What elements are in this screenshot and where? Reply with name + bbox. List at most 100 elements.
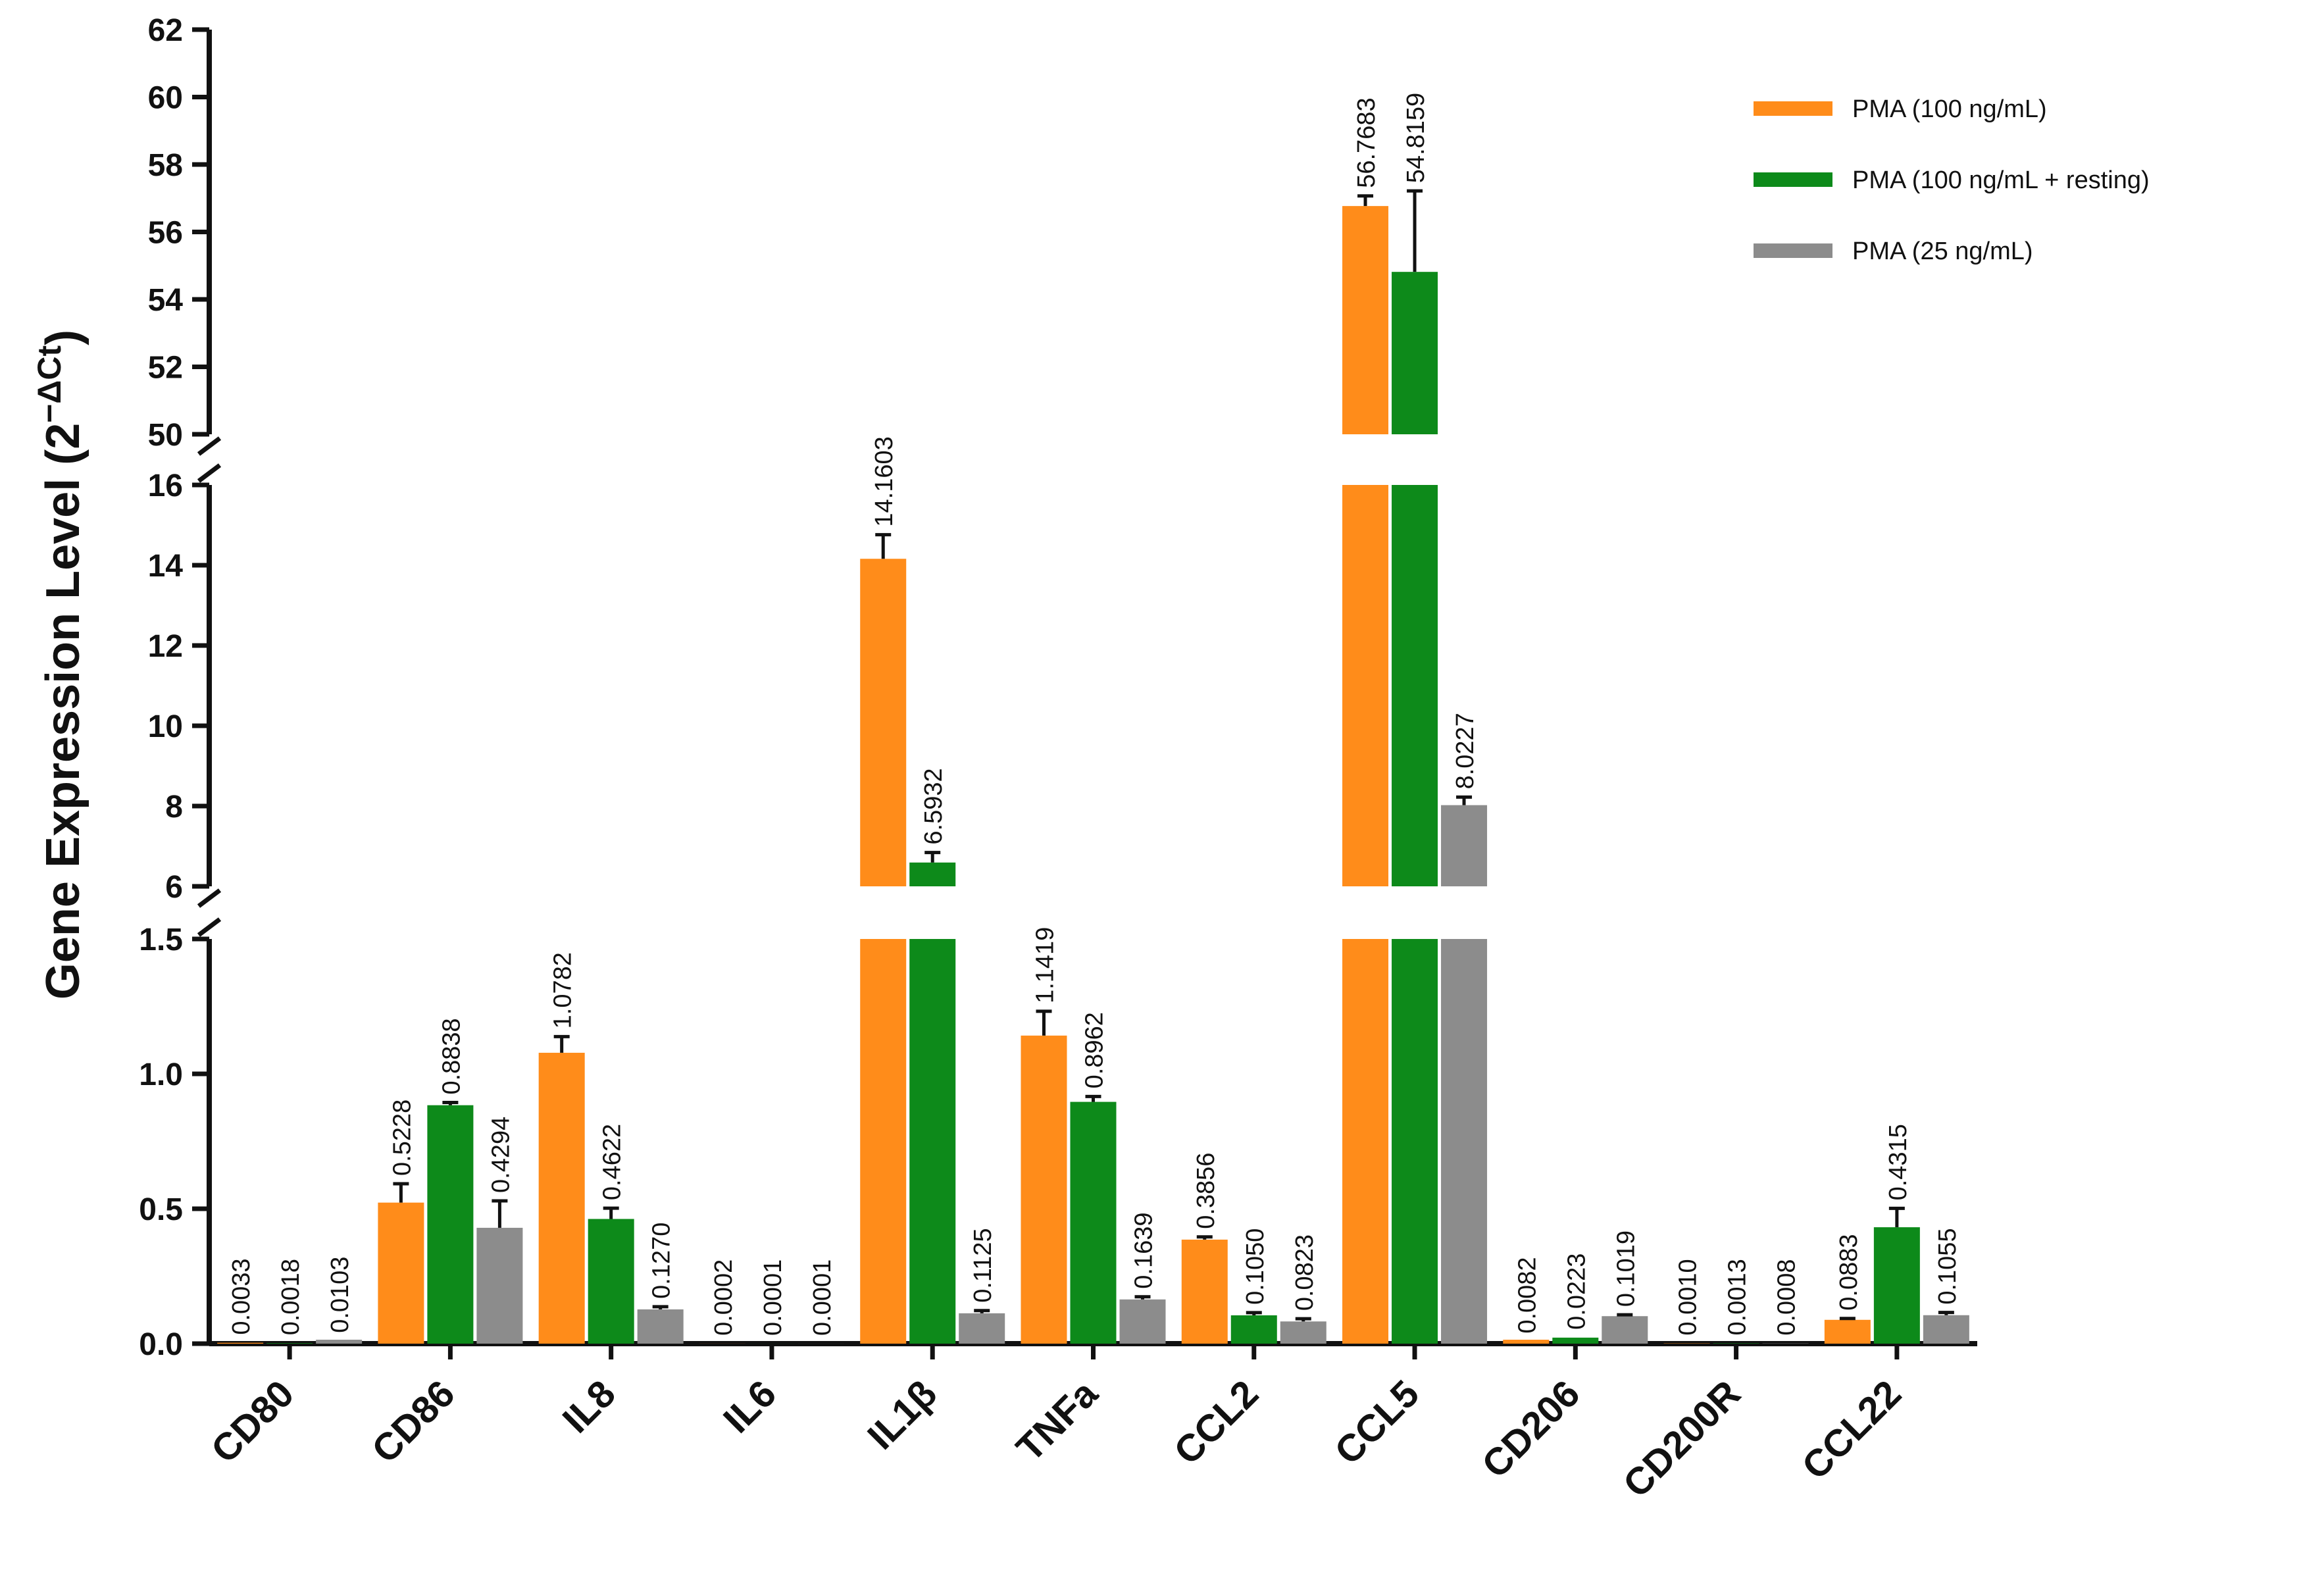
value-label: 56.7683: [1353, 97, 1380, 188]
x-category-label: CCL5: [1326, 1372, 1427, 1473]
x-category-label: IL6: [715, 1372, 784, 1441]
y-axis-label: Gene Expression Level (2−ΔCt): [31, 330, 89, 1000]
bar: [1021, 1036, 1067, 1344]
x-category-label: TNFa: [1008, 1372, 1106, 1470]
x-category-label: CD86: [364, 1372, 463, 1471]
value-label: 0.1050: [1242, 1228, 1269, 1305]
x-category-label: CCL2: [1166, 1372, 1267, 1473]
bar: [1342, 939, 1388, 1344]
y-tick-label: 0.5: [139, 1192, 183, 1227]
bar: [476, 1228, 522, 1344]
y-tick-label: 8: [165, 790, 183, 824]
bar: [1280, 1321, 1326, 1344]
bar: [1342, 485, 1388, 886]
bar: [1923, 1315, 1969, 1344]
bar: [1503, 1340, 1549, 1344]
y-tick-label: 54: [148, 283, 184, 318]
x-category-label: IL8: [555, 1372, 624, 1441]
value-label: 0.4315: [1884, 1124, 1912, 1200]
axis-break-mark: [199, 890, 220, 906]
value-label: 6.5932: [920, 768, 947, 844]
bar: [909, 939, 955, 1344]
value-label: 0.4294: [487, 1117, 515, 1193]
y-tick-label: 62: [148, 13, 183, 48]
bar: [1602, 1316, 1648, 1344]
value-label: 0.0001: [809, 1259, 836, 1336]
x-category-label: CCL22: [1794, 1372, 1909, 1488]
bar: [909, 863, 955, 886]
value-label: 0.0001: [759, 1259, 787, 1336]
axis-break-mark: [199, 465, 220, 481]
bar: [1182, 1240, 1228, 1344]
bar: [427, 1105, 473, 1344]
value-label: 54.8159: [1402, 93, 1430, 183]
value-label: 14.1603: [871, 436, 898, 526]
value-label: 1.0782: [549, 952, 577, 1028]
value-label: 0.8962: [1081, 1012, 1109, 1088]
value-label: 0.1019: [1612, 1230, 1640, 1307]
bar: [860, 939, 906, 1344]
x-category-label: IL1β: [859, 1372, 945, 1457]
bar: [1713, 1343, 1759, 1344]
y-tick-label: 6: [165, 870, 183, 905]
y-tick-label: 52: [148, 351, 183, 386]
value-label: 0.0223: [1563, 1253, 1590, 1330]
value-label: 0.0010: [1675, 1259, 1702, 1335]
y-tick-label: 50: [148, 418, 183, 453]
value-label: 0.0013: [1724, 1259, 1752, 1335]
y-tick-label: 14: [148, 549, 184, 584]
value-label: 0.3856: [1192, 1153, 1220, 1229]
value-label: 0.1270: [648, 1223, 676, 1299]
bar: [1825, 1320, 1871, 1344]
bars-group: [217, 191, 1969, 1344]
legend-swatch: [1754, 101, 1832, 116]
bar: [860, 559, 906, 886]
bar: [638, 1309, 684, 1344]
value-label: 0.4622: [599, 1124, 626, 1200]
y-tick-label: 60: [148, 81, 183, 116]
bar: [588, 1219, 634, 1344]
y-axis-label-superscript: −ΔCt: [31, 345, 68, 423]
bar: [217, 1343, 263, 1344]
legend-label: PMA (25 ng/mL): [1852, 238, 2033, 265]
y-tick-label: 16: [148, 468, 183, 503]
bar: [1874, 1227, 1920, 1344]
y-tick-label: 56: [148, 216, 183, 251]
value-label: 0.0883: [1835, 1234, 1863, 1311]
bar: [1441, 939, 1487, 1344]
bar: [1231, 1315, 1277, 1344]
y-axis-label-close: ): [37, 330, 89, 345]
value-label: 0.1055: [1934, 1228, 1961, 1304]
y-tick-label: 58: [148, 148, 183, 183]
value-label: 0.1639: [1130, 1212, 1158, 1288]
legend-swatch: [1754, 172, 1832, 187]
bar: [539, 1053, 585, 1344]
bar: [1392, 939, 1438, 1344]
value-label: 0.0008: [1773, 1259, 1801, 1335]
value-label: 0.0018: [277, 1259, 305, 1335]
value-label: 0.0823: [1291, 1234, 1319, 1311]
value-label: 1.1419: [1032, 927, 1059, 1003]
value-label: 0.8838: [438, 1018, 465, 1094]
value-label: 0.0082: [1513, 1257, 1541, 1333]
bar: [1392, 485, 1438, 886]
bar: [1120, 1300, 1166, 1344]
y-tick-label: 0.0: [139, 1327, 183, 1362]
value-label: 0.0103: [326, 1257, 354, 1333]
legend-label: PMA (100 ng/mL + resting): [1852, 166, 2150, 194]
bar: [266, 1343, 313, 1344]
axis-break-mark: [199, 438, 220, 454]
axis-break-mark: [199, 919, 220, 935]
legend-swatch: [1754, 243, 1832, 258]
value-label: 8.0227: [1452, 713, 1479, 789]
legend-label: PMA (100 ng/mL): [1852, 95, 2047, 123]
y-tick-label: 1.0: [139, 1057, 183, 1092]
y-axis-label-main: Gene Expression Level (2: [37, 423, 89, 1000]
bar: [1552, 1338, 1598, 1344]
bar: [1071, 1102, 1117, 1344]
bar: [1392, 272, 1438, 434]
x-category-label: CD80: [203, 1372, 303, 1471]
value-label: 0.0033: [228, 1258, 255, 1334]
x-category-label: CD200R: [1615, 1372, 1749, 1506]
